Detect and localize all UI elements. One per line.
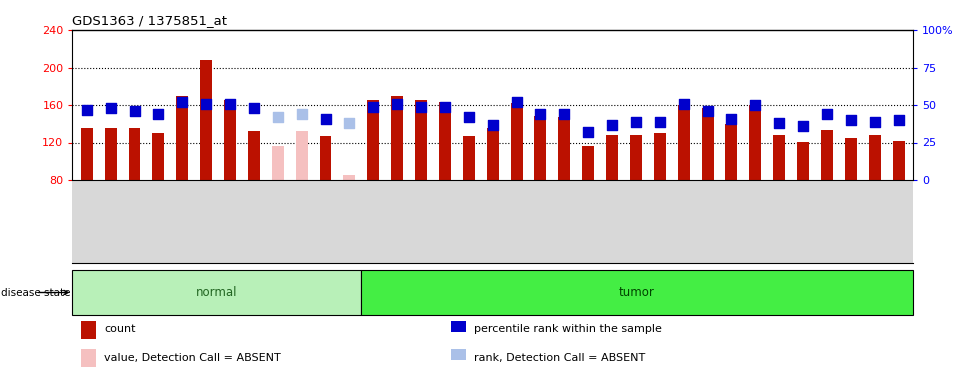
Bar bbox=[177, 96, 188, 180]
Bar bbox=[224, 100, 236, 180]
Point bbox=[294, 111, 309, 117]
Bar bbox=[391, 96, 403, 180]
Bar bbox=[463, 136, 474, 180]
Point bbox=[485, 122, 500, 128]
Bar bbox=[439, 102, 451, 180]
Bar bbox=[104, 128, 117, 180]
Bar bbox=[821, 130, 833, 180]
Point bbox=[318, 116, 333, 122]
Bar bbox=[200, 60, 213, 180]
Bar bbox=[654, 133, 666, 180]
Point bbox=[819, 111, 835, 117]
Text: GDS1363 / 1375851_at: GDS1363 / 1375851_at bbox=[72, 14, 227, 27]
Point bbox=[843, 117, 859, 123]
Bar bbox=[701, 108, 714, 180]
Point bbox=[628, 118, 643, 124]
Bar bbox=[415, 100, 427, 180]
Point bbox=[867, 118, 882, 124]
Point bbox=[652, 118, 668, 124]
Text: value, Detection Call = ABSENT: value, Detection Call = ABSENT bbox=[104, 352, 281, 363]
Bar bbox=[81, 349, 96, 367]
Point bbox=[222, 100, 238, 106]
Bar bbox=[534, 116, 547, 180]
Point bbox=[103, 105, 119, 111]
Bar bbox=[450, 349, 466, 360]
Point bbox=[605, 122, 620, 128]
Bar bbox=[248, 131, 260, 180]
Point bbox=[438, 104, 453, 110]
Text: percentile rank within the sample: percentile rank within the sample bbox=[474, 324, 662, 334]
Point bbox=[772, 120, 787, 126]
Bar bbox=[360, 270, 913, 315]
Point bbox=[246, 105, 262, 111]
Point bbox=[556, 111, 572, 117]
Bar bbox=[367, 100, 380, 180]
Bar bbox=[271, 146, 284, 180]
Bar bbox=[845, 138, 857, 180]
Text: count: count bbox=[104, 324, 136, 334]
Point bbox=[127, 108, 142, 114]
Bar bbox=[773, 135, 785, 180]
Point bbox=[175, 99, 190, 105]
Bar bbox=[487, 128, 498, 180]
Bar bbox=[630, 135, 641, 180]
Bar bbox=[450, 321, 466, 332]
Bar bbox=[797, 142, 809, 180]
Bar bbox=[558, 117, 570, 180]
Bar bbox=[153, 133, 164, 180]
Point bbox=[389, 100, 405, 106]
Bar bbox=[296, 131, 307, 180]
Point bbox=[795, 123, 810, 129]
Bar bbox=[678, 105, 690, 180]
Bar bbox=[606, 135, 618, 180]
Point bbox=[532, 111, 548, 117]
Bar bbox=[81, 128, 93, 180]
Point bbox=[365, 104, 381, 110]
Bar bbox=[72, 270, 360, 315]
Point bbox=[79, 106, 95, 112]
Bar bbox=[511, 103, 523, 180]
Point bbox=[724, 116, 739, 122]
Bar bbox=[750, 105, 761, 180]
Point bbox=[699, 108, 715, 114]
Bar bbox=[582, 146, 594, 180]
Point bbox=[748, 102, 763, 108]
Bar bbox=[868, 135, 881, 180]
Bar bbox=[128, 128, 140, 180]
Bar bbox=[344, 176, 355, 180]
Text: disease state: disease state bbox=[1, 288, 71, 297]
Point bbox=[198, 100, 213, 106]
Point bbox=[413, 104, 429, 110]
Text: rank, Detection Call = ABSENT: rank, Detection Call = ABSENT bbox=[474, 352, 645, 363]
Point bbox=[342, 120, 357, 126]
Point bbox=[676, 100, 692, 106]
Bar bbox=[81, 321, 96, 339]
Bar bbox=[893, 141, 904, 180]
Point bbox=[270, 114, 286, 120]
Text: tumor: tumor bbox=[619, 286, 655, 299]
Bar bbox=[320, 136, 331, 180]
Point bbox=[461, 114, 476, 120]
Bar bbox=[725, 124, 737, 180]
Point bbox=[509, 99, 525, 105]
Point bbox=[891, 117, 906, 123]
Point bbox=[581, 129, 596, 135]
Text: normal: normal bbox=[196, 286, 238, 299]
Point bbox=[151, 111, 166, 117]
